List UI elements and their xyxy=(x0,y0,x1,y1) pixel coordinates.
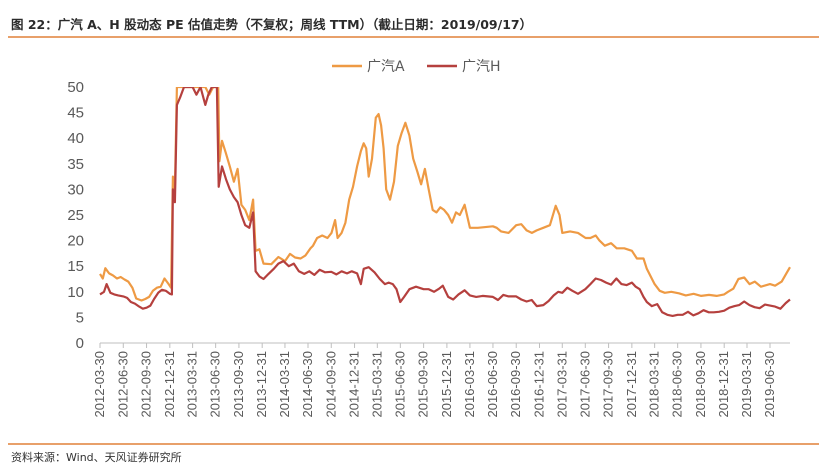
x-tick-label: 2015-12-31 xyxy=(439,351,454,418)
x-tick-label: 2018-09-30 xyxy=(693,351,708,418)
x-tick-label: 2013-09-30 xyxy=(231,351,246,418)
x-tick-label: 2012-06-30 xyxy=(115,351,130,418)
x-tick-label: 2012-12-31 xyxy=(162,351,177,418)
header-rule xyxy=(8,36,819,38)
x-tick-label: 2014-06-30 xyxy=(300,351,315,418)
y-tick-label: 45 xyxy=(67,105,84,122)
y-tick-label: 15 xyxy=(67,258,84,275)
y-tick-label: 50 xyxy=(67,79,84,96)
x-tick-label: 2014-12-31 xyxy=(347,351,362,418)
x-tick-label: 2018-12-31 xyxy=(716,351,731,418)
x-tick-label: 2012-09-30 xyxy=(139,351,154,418)
x-tick-label: 2013-12-31 xyxy=(254,351,269,418)
x-axis-ticks: 2012-03-30 2012-06-30 2012-09-30 2012-12-31… xyxy=(92,343,777,418)
y-tick-label: 5 xyxy=(76,309,84,326)
legend-label-h-share: 广汽H xyxy=(462,59,501,75)
x-tick-label: 2016-06-30 xyxy=(485,351,500,418)
x-tick-label: 2015-06-30 xyxy=(392,351,407,418)
x-tick-label: 2019-03-31 xyxy=(739,351,754,418)
source-note: 资料来源：Wind、天风证券研究所 xyxy=(11,451,182,464)
figure-title: 图 22：广汽 A、H 股动态 PE 估值走势（不复权；周线 TTM）（截止日期… xyxy=(11,17,533,32)
x-tick-label: 2016-03-31 xyxy=(462,351,477,418)
y-tick-label: 30 xyxy=(67,181,84,198)
y-tick-label: 25 xyxy=(67,207,84,224)
x-tick-label: 2015-09-30 xyxy=(416,351,431,418)
footer-rule xyxy=(8,443,819,445)
x-tick-label: 2013-06-30 xyxy=(208,351,223,418)
legend: 广汽A 广汽H xyxy=(332,59,501,75)
y-tick-label: 20 xyxy=(67,233,84,250)
x-tick-label: 2017-12-31 xyxy=(624,351,639,418)
series-line-h-share xyxy=(99,87,791,317)
series-lines xyxy=(99,87,791,317)
y-axis-ticks: 0 5 10 15 20 25 30 35 40 45 50 xyxy=(67,79,84,352)
y-tick-label: 40 xyxy=(67,130,84,147)
series-line-a-share xyxy=(99,87,791,302)
x-tick-label: 2017-06-30 xyxy=(577,351,592,418)
y-tick-label: 0 xyxy=(76,335,84,352)
x-tick-label: 2014-09-30 xyxy=(323,351,338,418)
x-tick-label: 2015-03-31 xyxy=(369,351,384,418)
x-tick-label: 2012-03-30 xyxy=(92,351,107,418)
y-tick-label: 35 xyxy=(67,156,84,173)
x-tick-label: 2018-03-31 xyxy=(647,351,662,418)
x-tick-label: 2017-03-31 xyxy=(554,351,569,418)
x-tick-label: 2014-03-31 xyxy=(277,351,292,418)
x-tick-label: 2016-09-30 xyxy=(508,351,523,418)
x-tick-label: 2013-03-31 xyxy=(185,351,200,418)
x-tick-label: 2017-09-30 xyxy=(601,351,616,418)
y-tick-label: 10 xyxy=(67,284,84,301)
legend-label-a-share: 广汽A xyxy=(367,59,405,75)
x-tick-label: 2016-12-31 xyxy=(532,351,547,418)
x-tick-label: 2018-06-30 xyxy=(670,351,685,418)
x-tick-label: 2019-06-30 xyxy=(762,351,777,418)
